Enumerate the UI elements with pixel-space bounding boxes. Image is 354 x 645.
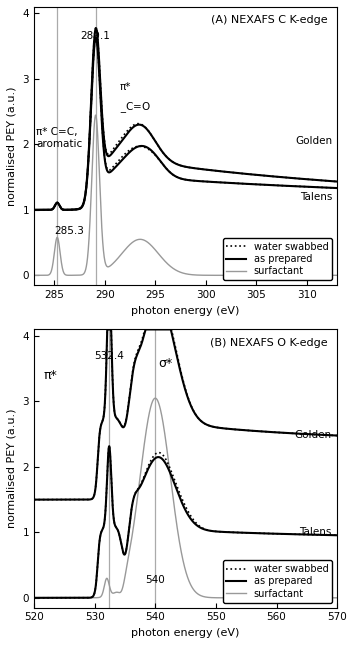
Legend: water swabbed, as prepared, surfactant: water swabbed, as prepared, surfactant [223,560,332,603]
Text: (B) NEXAFS O K-edge: (B) NEXAFS O K-edge [211,338,328,348]
Text: Golden: Golden [295,136,332,146]
Text: π* C=C,
aromatic: π* C=C, aromatic [36,127,82,148]
Text: 540: 540 [145,575,165,585]
Text: π*: π* [120,82,131,92]
Text: Talens: Talens [300,192,332,202]
Text: $\mathregular{̲C}$=O: $\mathregular{̲C}$=O [120,101,151,115]
Text: Golden: Golden [294,430,331,441]
Y-axis label: normalised PEY (a.u.): normalised PEY (a.u.) [7,86,17,206]
Text: σ*: σ* [158,357,172,370]
Legend: water swabbed, as prepared, surfactant: water swabbed, as prepared, surfactant [223,237,332,281]
Text: 285.3: 285.3 [54,226,84,236]
X-axis label: photon energy (eV): photon energy (eV) [131,628,240,638]
Text: 532.4: 532.4 [94,351,124,361]
Text: 289.1: 289.1 [81,31,110,41]
Y-axis label: normalised PEY (a.u.): normalised PEY (a.u.) [7,409,17,528]
Text: π*: π* [43,369,57,382]
Text: (A) NEXAFS C K-edge: (A) NEXAFS C K-edge [211,15,328,25]
Text: Talens: Talens [299,528,331,537]
X-axis label: photon energy (eV): photon energy (eV) [131,306,240,315]
